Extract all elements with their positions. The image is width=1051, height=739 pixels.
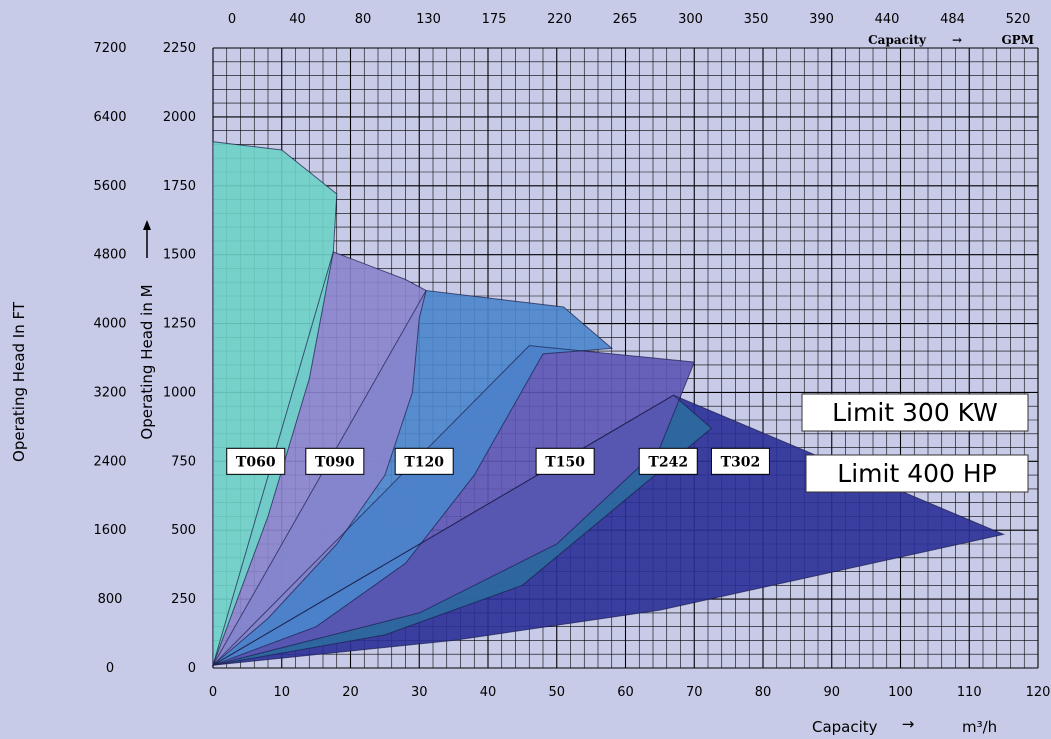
- y-tick-label-m: 0: [188, 661, 196, 676]
- x-tick-label: 120: [1026, 685, 1051, 700]
- x-tick-label: 10: [273, 685, 290, 700]
- gpm-tick-label: 80: [355, 12, 372, 27]
- y-axis-ticks-m: 0 250 500 750 1000 1250 1500 1750 2000 2250: [163, 41, 196, 676]
- y-axis-ticks-ft: 0 800 1600 2400 3200 4000 4800 5600 6400 7200: [93, 41, 126, 676]
- model-label-text: T150: [545, 454, 585, 470]
- area-outline-t090: [212, 251, 427, 667]
- pump-areas: [213, 141, 1004, 666]
- y-axis-title-m: Operating Head in M: [138, 284, 156, 439]
- gpm-tick-label: 175: [482, 12, 507, 27]
- x-tick-label: 20: [342, 685, 359, 700]
- limit-400hp-box: Limit 400 HP: [805, 454, 1029, 493]
- y-tick-label-m: 1500: [163, 248, 196, 263]
- limit-300kw-box: Limit 300 KW: [801, 393, 1029, 432]
- area-t120: [213, 290, 612, 666]
- y-tick-label-ft: 2400: [93, 454, 126, 469]
- y-tick-label-ft: 7200: [93, 41, 126, 56]
- top-axis-ticks-gpm: 0 40 80 130 175 220 265 300 350 390 440 484 520: [228, 12, 1031, 27]
- model-label-box: [305, 447, 365, 475]
- y-tick-label-ft: 800: [98, 592, 123, 607]
- model-label-text: T060: [236, 454, 276, 470]
- gpm-tick-label: 40: [289, 12, 306, 27]
- model-label-box: [638, 447, 698, 475]
- gpm-tick-label: 440: [875, 12, 900, 27]
- model-label-box: [535, 447, 595, 475]
- area-outline-t060: [212, 141, 338, 666]
- limit-300kw-label: Limit 300 KW: [832, 398, 998, 427]
- y-tick-label-ft: 4800: [93, 248, 126, 263]
- x-axis-title: Capacity: [812, 718, 878, 736]
- area-outline-t150: [211, 345, 696, 667]
- x-axis-arrow: →: [902, 715, 915, 733]
- top-axis-label: Capacity: [868, 33, 927, 47]
- y-tick-label-m: 2000: [163, 110, 196, 125]
- x-tick-label: 60: [617, 685, 634, 700]
- x-tick-label: 30: [411, 685, 428, 700]
- x-tick-label: 110: [957, 685, 982, 700]
- area-outline-t242: [212, 394, 713, 666]
- gpm-tick-label: 0: [228, 12, 236, 27]
- y-tick-label-m: 1250: [163, 317, 196, 332]
- y-tick-label-m: 750: [171, 454, 196, 469]
- model-label-box: [226, 447, 286, 475]
- y-tick-label-ft: 5600: [93, 179, 126, 194]
- model-label-text: T302: [721, 454, 761, 470]
- model-label-text: T242: [648, 454, 688, 470]
- x-tick-label: 90: [823, 685, 840, 700]
- model-label-box: [394, 447, 454, 475]
- gpm-tick-label: 484: [940, 12, 965, 27]
- gpm-tick-label: 130: [416, 12, 441, 27]
- y-tick-label-m: 250: [171, 592, 196, 607]
- y-tick-label-m: 500: [171, 523, 196, 538]
- x-tick-label: 40: [480, 685, 497, 700]
- model-label-text: T090: [315, 454, 355, 470]
- y-tick-label-ft: 4000: [93, 317, 126, 332]
- x-axis-ticks: 0 10 20 30 40 50 60 70 80 90 100 110 120: [209, 685, 1051, 700]
- x-tick-label: 80: [755, 685, 772, 700]
- y-tick-label-ft: 0: [106, 661, 114, 676]
- gpm-tick-label: 300: [678, 12, 703, 27]
- y-axis-arrow-icon: [143, 220, 151, 258]
- limit-400hp-label: Limit 400 HP: [837, 459, 996, 488]
- area-t060: [213, 141, 337, 666]
- y-tick-label-m: 1750: [163, 179, 196, 194]
- top-axis-unit: GPM: [1001, 33, 1034, 47]
- y-tick-label-m: 1000: [163, 385, 196, 400]
- gpm-tick-label: 265: [613, 12, 638, 27]
- y-tick-label-m: 2250: [163, 41, 196, 56]
- gpm-tick-label: 350: [744, 12, 769, 27]
- model-labels: T060 T090 T120 T150 T242 T302: [226, 447, 770, 475]
- x-tick-label: 50: [548, 685, 565, 700]
- x-tick-label: 100: [888, 685, 913, 700]
- x-tick-label: 0: [209, 685, 217, 700]
- x-axis-unit: m³/h: [962, 718, 997, 736]
- model-label-text: T120: [404, 454, 444, 470]
- y-tick-label-ft: 6400: [93, 110, 126, 125]
- pump-area-outlines: [211, 141, 1006, 667]
- gpm-tick-label: 220: [547, 12, 572, 27]
- gpm-tick-label: 520: [1006, 12, 1031, 27]
- y-tick-label-ft: 1600: [93, 523, 126, 538]
- y-axis-title-ft: Operating Head In FT: [10, 301, 28, 462]
- model-label-box: [710, 447, 770, 475]
- x-tick-label: 70: [686, 685, 703, 700]
- gpm-tick-label: 390: [809, 12, 834, 27]
- area-outline-t120: [211, 289, 614, 667]
- top-axis-arrow: →: [952, 33, 962, 47]
- y-tick-label-ft: 3200: [93, 385, 126, 400]
